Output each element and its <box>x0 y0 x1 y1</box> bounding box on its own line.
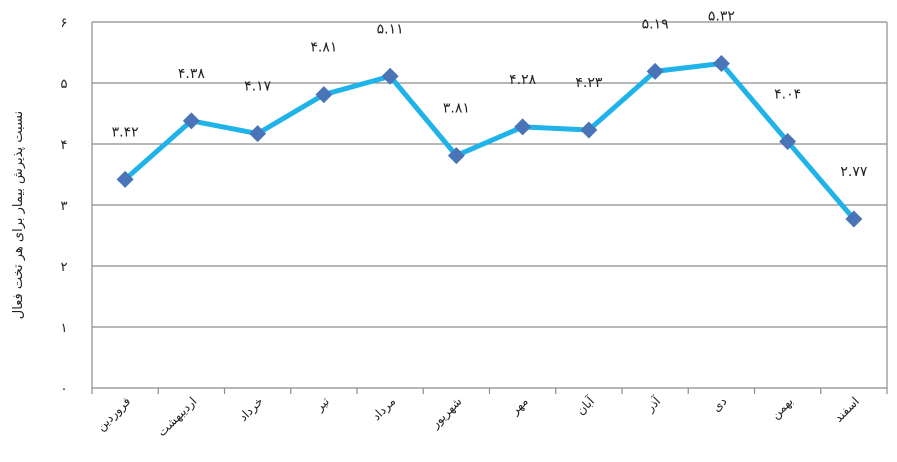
data-label: ۴.۰۴ <box>774 87 801 103</box>
data-point <box>116 170 134 188</box>
x-tick-label: آبان <box>573 393 598 418</box>
x-tick-label: خرداد <box>236 394 266 424</box>
x-tick-label: دی <box>709 394 729 414</box>
y-tick-label: ۲ <box>61 260 68 275</box>
data-point <box>779 133 797 151</box>
series-line <box>123 60 856 221</box>
data-point <box>249 125 267 143</box>
data-labels: ۳.۴۲ ۴.۳۸ ۴.۱۷ ۴.۸۱ ۵.۱۱ ۳.۸۱ ۴.۲۸ ۴.۲۳ ۵.۱۹ ۵.۳۲… <box>112 8 867 180</box>
series-path <box>123 60 856 221</box>
data-point <box>580 121 598 139</box>
data-label: ۳.۴۲ <box>112 124 139 140</box>
grid-lines <box>91 21 888 394</box>
y-tick-label: ۳ <box>61 199 68 214</box>
data-label: ۴.۱۷ <box>244 79 271 95</box>
data-point <box>845 210 863 228</box>
data-point <box>514 118 532 136</box>
data-label: ۳.۸۱ <box>443 101 470 117</box>
data-label: ۵.۱۱ <box>377 21 404 37</box>
x-tick-labels: فروردین اردیبهشت خرداد تیر مرداد شهریور مهر آبا… <box>94 393 862 440</box>
y-tick-label: ۶ <box>61 16 68 31</box>
data-point <box>447 147 465 165</box>
x-tick-label: اردیبهشت <box>155 394 201 440</box>
y-tick-label: ۵ <box>61 77 68 92</box>
data-point <box>712 54 730 72</box>
data-label: ۵.۱۹ <box>642 16 669 32</box>
data-point <box>315 86 333 104</box>
data-label: ۴.۳۸ <box>178 66 205 82</box>
x-tick-label: مرداد <box>369 394 399 424</box>
x-tick-label: تیر <box>312 394 333 415</box>
y-tick-label: ۰ <box>61 382 68 397</box>
y-tick-labels: ۰ ۱ ۲ ۳ ۴ ۵ ۶ <box>61 16 68 397</box>
x-tick-label: اسفند <box>831 394 862 425</box>
x-tick-label: مهر <box>507 394 531 418</box>
x-tick-label: شهریور <box>427 394 465 432</box>
x-tick-label: بهمن <box>768 394 796 422</box>
y-axis-label: نسبت پذیرش بیمار برای هر تخت فعال <box>11 111 26 319</box>
data-point <box>182 112 200 130</box>
data-label: ۴.۲۸ <box>509 72 536 88</box>
data-point <box>381 67 399 85</box>
data-label: ۲.۷۷ <box>840 164 867 180</box>
data-label: ۵.۳۲ <box>708 8 735 24</box>
x-tick-label: آذر <box>642 393 665 416</box>
y-tick-label: ۴ <box>61 138 68 153</box>
data-label: ۴.۲۳ <box>575 75 602 91</box>
data-markers <box>116 54 863 228</box>
data-point <box>646 62 664 80</box>
data-label: ۴.۸۱ <box>310 40 337 56</box>
y-tick-label: ۱ <box>61 321 68 336</box>
x-tick-label: فروردین <box>94 394 134 434</box>
